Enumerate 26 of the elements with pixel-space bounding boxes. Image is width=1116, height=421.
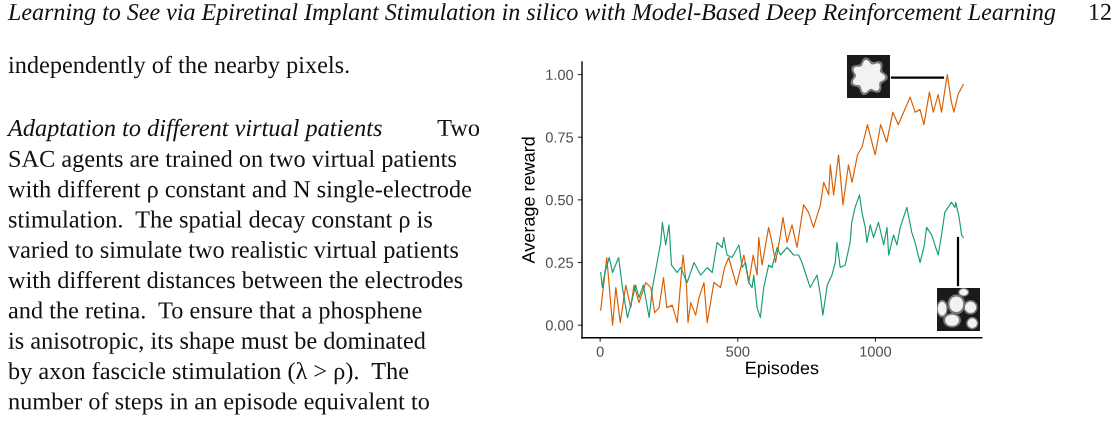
text: with different ρ constant and N single-electrode (8, 180, 472, 203)
x-tick-label: 500 (726, 346, 750, 357)
text: Adaptation to different virtual patients (6, 118, 382, 142)
text: 12 (1090, 3, 1111, 20)
text: by axon fascicle stimulation (λ > ρ). The (8, 361, 409, 385)
x-axis-title: Episodes (746, 361, 819, 378)
text: independently of the nearby pixels. (8, 55, 349, 79)
text: number of steps in an episode equivalent to (8, 392, 429, 415)
text: Learning to See via Epiretinal Implant Stimulation in silico with Model-Based Deep Reinforcement Learning (7, 2, 1056, 26)
text: with different distances between the electrodes (8, 270, 463, 289)
y-tick-label: 0.00 (545, 320, 574, 331)
x-tick-label: 0 (596, 346, 604, 357)
y-tick-label: 0.50 (545, 194, 574, 206)
line-series (600, 194, 964, 319)
y-tick-label: 0.25 (545, 257, 574, 268)
text: stimulation. The spatial decay constant ρ is (9, 210, 432, 233)
text: Two (437, 119, 480, 137)
text: and the retina. To ensure that a phosphene (8, 301, 422, 324)
y-axis-title: Average reward (521, 137, 539, 264)
line-series (600, 73, 964, 326)
x-tick-label: 1000 (860, 346, 892, 357)
y-tick-label: 1.00 (546, 69, 574, 80)
y-tick-label: 0.75 (545, 132, 574, 143)
text: SAC agents are trained on two virtual patients (9, 149, 456, 173)
text: is anisotropic, its shape must be dominated (8, 331, 426, 354)
text: varied to simulate two realistic virtual patients (8, 240, 458, 263)
